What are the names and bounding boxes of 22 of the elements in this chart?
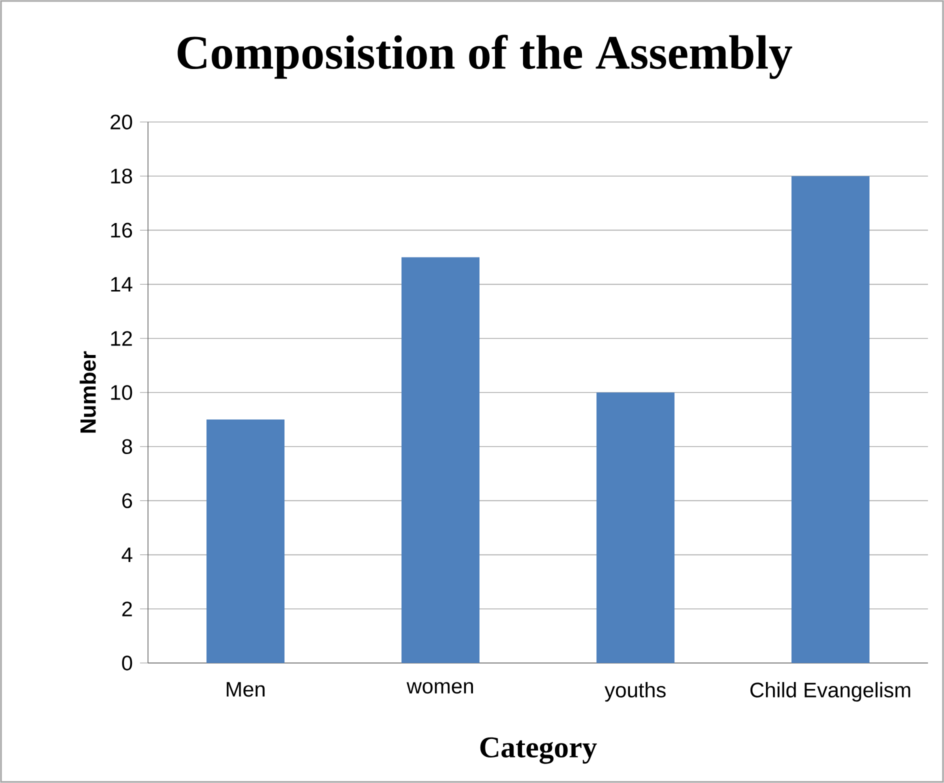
- bar: [596, 392, 674, 663]
- y-tick-label: 0: [122, 656, 132, 670]
- y-tick-label: 20: [110, 114, 132, 130]
- y-tick-label: 6: [122, 493, 132, 508]
- y-tick-label: 8: [122, 439, 132, 454]
- y-tick-label: 2: [122, 602, 132, 616]
- x-tick-label: women: [406, 682, 473, 694]
- x-tick-label: Men: [226, 682, 265, 697]
- y-axis-title: Number: [80, 351, 96, 433]
- y-tick-label: 18: [111, 168, 132, 184]
- y-tick-label: 16: [111, 222, 132, 238]
- y-tick-label: 4: [122, 548, 132, 562]
- bar: [402, 257, 480, 663]
- y-tick-label: 14: [111, 277, 132, 292]
- bar: [791, 176, 870, 663]
- y-tick-label: 10: [111, 385, 132, 400]
- bar: [206, 420, 284, 663]
- x-axis-title: Category: [480, 737, 597, 764]
- chart-title: Composistion of the Assembly: [178, 34, 792, 79]
- y-tick-label: 12: [111, 331, 132, 346]
- x-tick-label: youths: [604, 682, 666, 702]
- x-tick-label: Child Evangelism: [750, 682, 910, 702]
